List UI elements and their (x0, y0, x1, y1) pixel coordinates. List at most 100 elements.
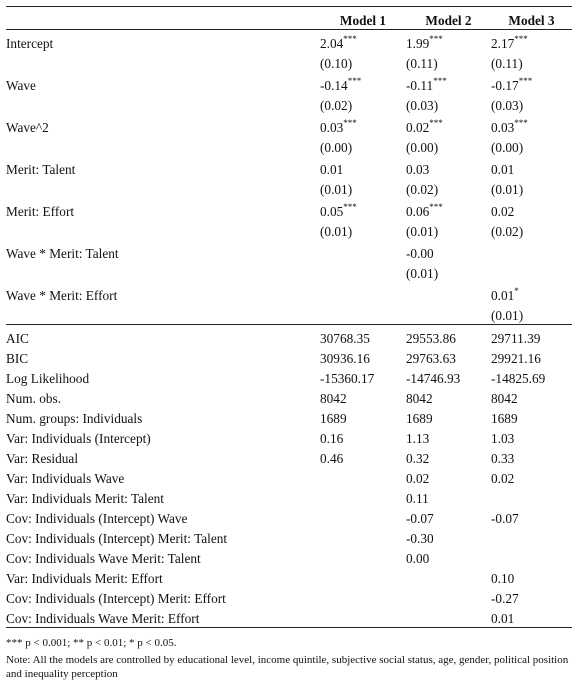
gof-label: BIC (6, 351, 29, 366)
coef-row: Wave^2 0.03*** 0.02*** 0.03*** (6, 114, 572, 136)
gof-value: 0.16 (320, 431, 344, 446)
se-row: (0.01) (6, 304, 572, 325)
gof-label: Var: Individuals Merit: Talent (6, 491, 164, 506)
estimate-value: 0.03 (491, 120, 515, 135)
gof-label: Cov: Individuals (Intercept) Wave (6, 511, 188, 526)
coef-estimate (491, 240, 572, 262)
coef-row: Merit: Talent 0.01 0.03 0.01 (6, 156, 572, 178)
gof-label: Cov: Individuals Wave Merit: Effort (6, 607, 320, 628)
gof-value: 30936.16 (320, 351, 370, 366)
se-label-empty (6, 304, 320, 325)
standard-error: (0.01) (491, 308, 524, 323)
standard-error: (0.01) (491, 182, 524, 197)
gof-value: 0.02 (406, 471, 430, 486)
gof-value (406, 607, 491, 628)
standard-error: (0.01) (320, 224, 353, 239)
standard-error: (0.10) (320, 56, 353, 71)
gof-value: 0.33 (491, 451, 515, 466)
gof-row: Var: Individuals Merit: Effort 0.10 (6, 567, 572, 587)
coef-estimate: -0.17*** (491, 72, 572, 94)
estimate-value: 0.03 (320, 120, 344, 135)
coef-row: Intercept 2.04*** 1.99*** 2.17*** (6, 30, 572, 53)
standard-error (491, 262, 572, 282)
gof-row: Num. obs. 8042 8042 8042 (6, 387, 572, 407)
estimate-value: 0.01 (491, 162, 515, 177)
coef-estimate: 1.99*** (406, 30, 491, 53)
coef-estimate: 2.17*** (491, 30, 572, 53)
coef-row: Merit: Effort 0.05*** 0.06*** 0.02 (6, 198, 572, 220)
coef-estimate: 0.05*** (320, 198, 406, 220)
se-row: (0.10) (0.11) (0.11) (6, 52, 572, 72)
gof-row: BIC 30936.16 29763.63 29921.16 (6, 347, 572, 367)
gof-row: Cov: Individuals (Intercept) Wave -0.07 -0… (6, 507, 572, 527)
standard-error: (0.02) (320, 98, 353, 113)
estimate-value: -0.00 (406, 246, 434, 261)
coef-estimate: -0.00 (406, 240, 491, 262)
estimate-value: 0.01 (491, 288, 515, 303)
gof-value: 29763.63 (406, 351, 456, 366)
significance-stars: *** (343, 33, 357, 44)
regression-table: Model 1 Model 2 Model 3 Intercept 2.04***… (6, 6, 572, 628)
gof-value: 29921.16 (491, 351, 541, 366)
standard-error: (0.02) (406, 182, 439, 197)
significance-stars: * (514, 285, 519, 296)
estimate-value: 0.05 (320, 204, 344, 219)
gof-label: Var: Individuals Merit: Effort (6, 571, 163, 586)
significance-stars: *** (347, 75, 362, 86)
gof-value (320, 467, 406, 487)
gof-value (320, 507, 406, 527)
estimate-value: 2.17 (491, 36, 515, 51)
gof-value: -0.07 (406, 511, 434, 526)
significance-stars: *** (429, 33, 443, 44)
gof-value: 1.03 (491, 431, 515, 446)
gof-row: AIC 30768.35 29553.86 29711.39 (6, 324, 572, 347)
gof-value (491, 547, 572, 567)
coef-estimate: -0.11*** (406, 72, 491, 94)
gof-value: 0.01 (491, 607, 572, 628)
gof-value: -14825.69 (491, 371, 546, 386)
gof-label: Var: Individuals (Intercept) (6, 431, 151, 446)
gof-label: Cov: Individuals (Intercept) Merit: Effo… (6, 591, 226, 606)
gof-value (320, 587, 406, 607)
significance-stars: *** (343, 117, 357, 128)
standard-error: (0.03) (406, 98, 439, 113)
gof-value: 8042 (406, 391, 433, 406)
header-model-2: Model 2 (406, 6, 491, 30)
coef-estimate (406, 282, 491, 304)
standard-error (320, 304, 406, 325)
significance-stars: *** (343, 201, 357, 212)
coef-label: Wave * Merit: Talent (6, 246, 119, 261)
se-row: (0.01) (6, 262, 572, 282)
gof-row: Log Likelihood -15360.17 -14746.93 -14825.6… (6, 367, 572, 387)
estimate-value: 0.01 (320, 162, 344, 177)
estimate-value: 0.02 (491, 204, 515, 219)
coef-estimate: 0.01 (491, 156, 572, 178)
gof-label: Cov: Individuals Wave Merit: Talent (6, 551, 201, 566)
gof-value: 29711.39 (491, 324, 572, 347)
gof-value (320, 547, 406, 567)
coef-label: Intercept (6, 36, 54, 51)
standard-error (406, 304, 491, 325)
significance-stars: *** (429, 201, 443, 212)
coef-estimate (320, 282, 406, 304)
significance-stars: *** (429, 117, 443, 128)
standard-error: (0.01) (320, 182, 353, 197)
coef-estimate: 0.02*** (406, 114, 491, 136)
coef-label: Merit: Effort (6, 204, 75, 219)
gof-value (320, 487, 406, 507)
coef-estimate: 2.04*** (320, 30, 406, 53)
standard-error: (0.11) (491, 56, 523, 71)
gof-label: Log Likelihood (6, 371, 90, 386)
standard-error: (0.00) (320, 140, 353, 155)
standard-error: (0.01) (406, 224, 439, 239)
standard-error: (0.03) (491, 98, 524, 113)
gof-value: 30768.35 (320, 324, 406, 347)
estimate-value: 0.02 (406, 120, 430, 135)
gof-value: -0.30 (406, 531, 434, 546)
significance-note: *** p < 0.001; ** p < 0.01; * p < 0.05. (6, 637, 177, 649)
gof-row: Cov: Individuals Wave Merit: Effort 0.01 (6, 607, 572, 628)
standard-error: (0.00) (491, 140, 524, 155)
header-model-3: Model 3 (491, 6, 572, 30)
control-note: Note: All the models are controlled by e… (6, 654, 569, 680)
se-label-empty (6, 52, 320, 72)
